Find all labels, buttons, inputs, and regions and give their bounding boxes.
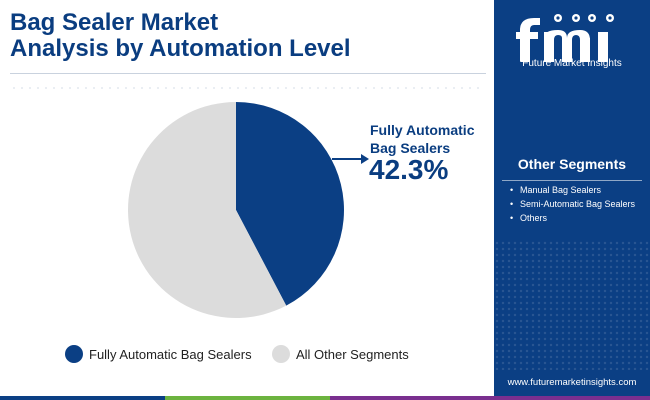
pie-slice-fully-automatic [236,102,345,306]
other-segment-item: Others [502,212,642,224]
pie-chart [128,102,369,318]
legend-swatch [65,345,83,363]
pie-slice-all-other [128,102,287,318]
legend-item-all-other: All Other Segments [272,343,409,365]
callout-label-line2: Bag Sealers [370,140,451,156]
brand-name: Future Market Insights [522,58,622,69]
bottom-bar-purple [330,396,650,400]
other-segments-title: Other Segments [517,156,627,172]
callout-label: Fully Automatic Bag Sealers [370,121,475,157]
sidebar-pattern [494,240,650,370]
chart-panel: Bag Sealer Market Analysis by Automation… [10,9,486,365]
chart-title-line2: Analysis by Automation Level [10,35,351,62]
callout-arrow-head [361,154,369,164]
dot-pattern [10,85,480,91]
legend-label: Fully Automatic Bag Sealers [89,346,252,362]
other-segment-item: Semi-Automatic Bag Sealers [502,198,642,210]
bottom-bar-blue [0,396,165,400]
sidebar: Future Market Insights Other Segments Ma… [494,0,650,400]
chart-title: Bag Sealer Market Analysis by Automation… [10,10,351,62]
other-segments-divider [502,180,642,181]
other-segments-list: Manual Bag Sealers Semi-Automatic Bag Se… [502,184,642,226]
website-url: www.futuremarketinsights.com [507,377,637,388]
other-segment-item: Manual Bag Sealers [502,184,642,196]
bottom-bar-green [165,396,330,400]
callout-value: 42.3% [369,154,449,185]
legend-label: All Other Segments [296,346,409,362]
bottom-color-bar [0,396,650,400]
title-divider [10,73,486,74]
fmi-logo [516,14,614,62]
chart-title-line1: Bag Sealer Market [10,9,219,36]
legend-swatch [272,345,290,363]
callout-label-line1: Fully Automatic [370,122,475,138]
legend-item-fully-automatic: Fully Automatic Bag Sealers [65,343,252,365]
